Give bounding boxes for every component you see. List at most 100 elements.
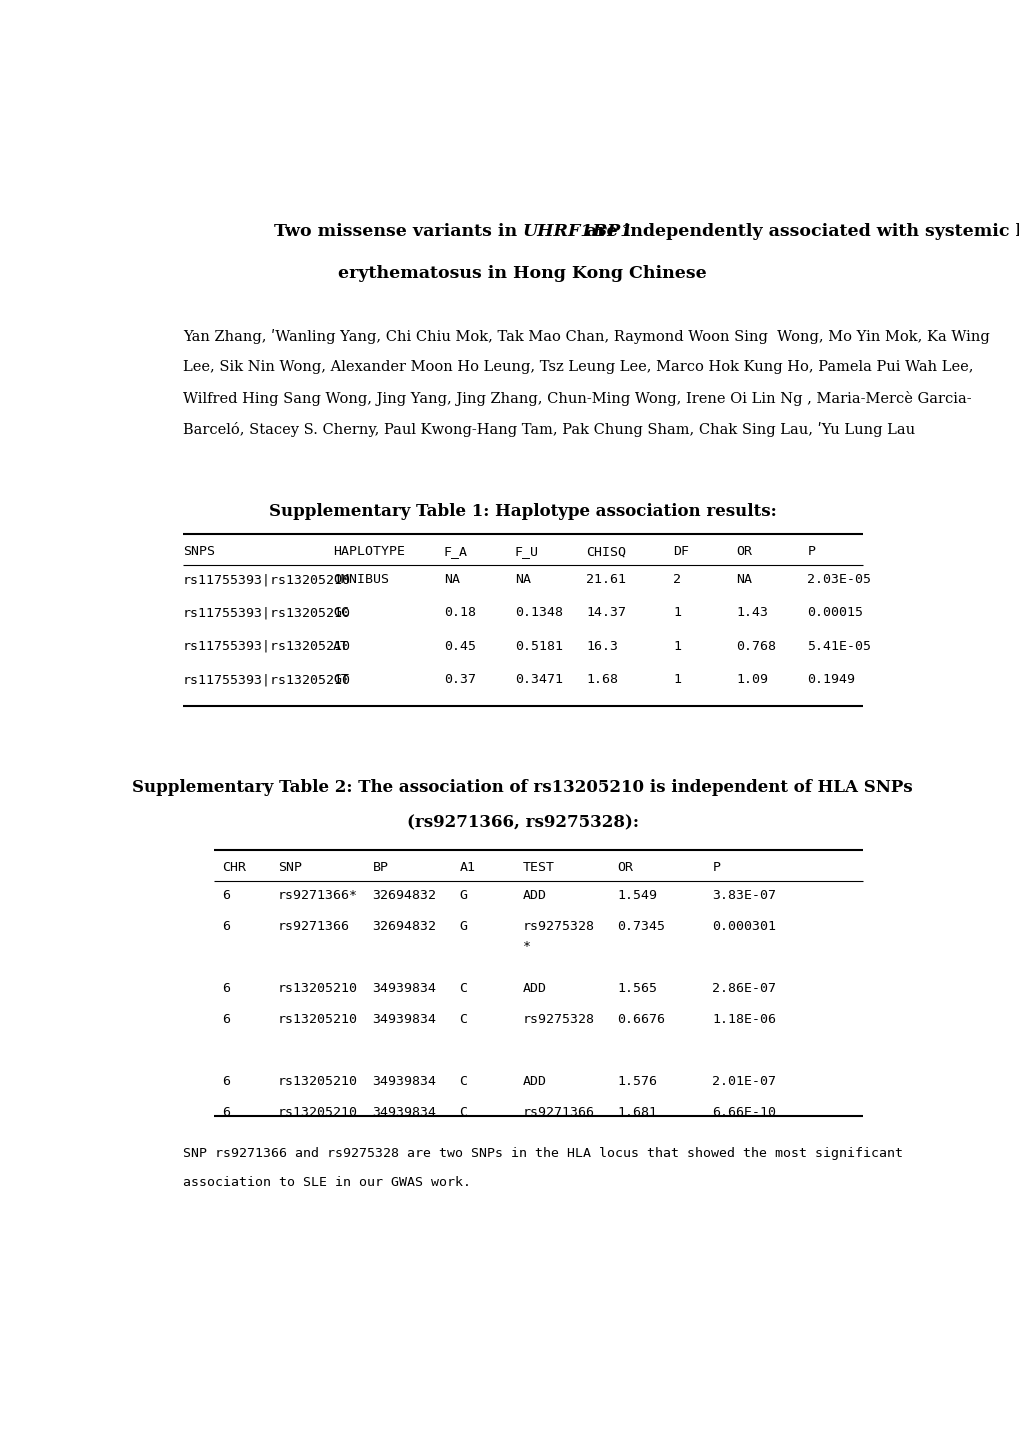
Text: Yan Zhang, ʹWanling Yang, Chi Chiu Mok, Tak Mao Chan, Raymond Woon Sing  Wong, M: Yan Zhang, ʹWanling Yang, Chi Chiu Mok, …: [182, 329, 988, 343]
Text: 2.01E-07: 2.01E-07: [711, 1075, 775, 1088]
Text: NA: NA: [515, 573, 530, 586]
Text: rs13205210: rs13205210: [277, 1013, 358, 1026]
Text: 3.83E-07: 3.83E-07: [711, 889, 775, 902]
Text: (rs9271366, rs9275328):: (rs9271366, rs9275328):: [407, 814, 638, 831]
Text: 34939834: 34939834: [372, 1013, 436, 1026]
Text: 0.00015: 0.00015: [807, 606, 862, 619]
Text: 0.45: 0.45: [443, 639, 475, 652]
Text: 1.09: 1.09: [736, 672, 767, 687]
Text: CHISQ: CHISQ: [585, 545, 626, 558]
Text: TEST: TEST: [522, 861, 554, 874]
Text: 6: 6: [222, 983, 230, 996]
Text: 34939834: 34939834: [372, 1075, 436, 1088]
Text: 1: 1: [673, 672, 681, 687]
Text: 1: 1: [673, 606, 681, 619]
Text: NA: NA: [443, 573, 460, 586]
Text: Two missense variants in                    are independently associated with sy: Two missense variants in are independent…: [100, 224, 945, 240]
Text: OR: OR: [618, 861, 633, 874]
Text: rs11755393|rs13205210: rs11755393|rs13205210: [182, 672, 351, 687]
Text: F_A: F_A: [443, 545, 468, 558]
Text: rs13205210: rs13205210: [277, 983, 358, 996]
Text: G: G: [459, 889, 467, 902]
Text: rs11755393|rs13205210: rs11755393|rs13205210: [182, 639, 351, 652]
Text: 16.3: 16.3: [585, 639, 618, 652]
Text: 1.681: 1.681: [618, 1107, 657, 1120]
Text: 1.68: 1.68: [585, 672, 618, 687]
Text: A1: A1: [459, 861, 475, 874]
Text: 6: 6: [222, 1107, 230, 1120]
Text: 32694832: 32694832: [372, 889, 436, 902]
Text: OR: OR: [736, 545, 751, 558]
Text: rs11755393|rs13205210: rs11755393|rs13205210: [182, 573, 351, 586]
Text: 34939834: 34939834: [372, 1107, 436, 1120]
Text: rs9271366: rs9271366: [522, 1107, 594, 1120]
Text: 34939834: 34939834: [372, 983, 436, 996]
Text: G: G: [459, 919, 467, 932]
Text: 1.565: 1.565: [618, 983, 657, 996]
Text: erythematosus in Hong Kong Chinese: erythematosus in Hong Kong Chinese: [338, 266, 706, 283]
Text: Two missense variants in: Two missense variants in: [273, 224, 522, 240]
Text: C: C: [459, 983, 467, 996]
Text: 0.000301: 0.000301: [711, 919, 775, 932]
Text: 0.6676: 0.6676: [618, 1013, 665, 1026]
Text: 6: 6: [222, 1013, 230, 1026]
Text: 2: 2: [673, 573, 681, 586]
Text: ADD: ADD: [522, 1075, 546, 1088]
Text: 1: 1: [673, 639, 681, 652]
Text: 0.7345: 0.7345: [618, 919, 665, 932]
Text: 2.86E-07: 2.86E-07: [711, 983, 775, 996]
Text: GT: GT: [333, 672, 348, 687]
Text: Wilfred Hing Sang Wong, Jing Yang, Jing Zhang, Chun-Ming Wong, Irene Oi Lin Ng ,: Wilfred Hing Sang Wong, Jing Yang, Jing …: [182, 391, 970, 405]
Text: CHR: CHR: [222, 861, 247, 874]
Text: 6: 6: [222, 919, 230, 932]
Text: 0.768: 0.768: [736, 639, 775, 652]
Text: UHRF1BP1: UHRF1BP1: [522, 224, 633, 240]
Text: 1.549: 1.549: [618, 889, 657, 902]
Text: SNP rs9271366 and rs9275328 are two SNPs in the HLA locus that showed the most s: SNP rs9271366 and rs9275328 are two SNPs…: [182, 1147, 902, 1160]
Text: HAPLOTYPE: HAPLOTYPE: [333, 545, 405, 558]
Text: 5.41E-05: 5.41E-05: [807, 639, 870, 652]
Text: *: *: [522, 939, 530, 952]
Text: 0.1348: 0.1348: [515, 606, 562, 619]
Text: F_U: F_U: [515, 545, 538, 558]
Text: rs9271366*: rs9271366*: [277, 889, 358, 902]
Text: GC: GC: [333, 606, 348, 619]
Text: 1.43: 1.43: [736, 606, 767, 619]
Text: 14.37: 14.37: [585, 606, 626, 619]
Text: 1.576: 1.576: [618, 1075, 657, 1088]
Text: 2.03E-05: 2.03E-05: [807, 573, 870, 586]
Text: C: C: [459, 1075, 467, 1088]
Text: 0.1949: 0.1949: [807, 672, 855, 687]
Text: 6.66E-10: 6.66E-10: [711, 1107, 775, 1120]
Text: 0.5181: 0.5181: [515, 639, 562, 652]
Text: AT: AT: [333, 639, 348, 652]
Text: association to SLE in our GWAS work.: association to SLE in our GWAS work.: [182, 1176, 471, 1189]
Text: 0.37: 0.37: [443, 672, 475, 687]
Text: 0.3471: 0.3471: [515, 672, 562, 687]
Text: C: C: [459, 1013, 467, 1026]
Text: P: P: [807, 545, 814, 558]
Text: rs13205210: rs13205210: [277, 1107, 358, 1120]
Text: are independently associated with systemic lupus: are independently associated with system…: [579, 224, 1019, 240]
Text: OMNIBUS: OMNIBUS: [333, 573, 388, 586]
Text: rs11755393|rs13205210: rs11755393|rs13205210: [182, 606, 351, 619]
Text: P: P: [711, 861, 719, 874]
Text: Barceló, Stacey S. Cherny, Paul Kwong-Hang Tam, Pak Chung Sham, Chak Sing Lau, ʹ: Barceló, Stacey S. Cherny, Paul Kwong-Ha…: [182, 421, 914, 437]
Text: DF: DF: [673, 545, 688, 558]
Text: ADD: ADD: [522, 889, 546, 902]
Text: rs13205210: rs13205210: [277, 1075, 358, 1088]
Text: rs9271366: rs9271366: [277, 919, 350, 932]
Text: Lee, Sik Nin Wong, Alexander Moon Ho Leung, Tsz Leung Lee, Marco Hok Kung Ho, Pa: Lee, Sik Nin Wong, Alexander Moon Ho Leu…: [182, 359, 972, 374]
Text: 0.18: 0.18: [443, 606, 475, 619]
Text: 6: 6: [222, 1075, 230, 1088]
Text: rs9275328: rs9275328: [522, 919, 594, 932]
Text: C: C: [459, 1107, 467, 1120]
Text: Supplementary Table 1: Haplotype association results:: Supplementary Table 1: Haplotype associa…: [269, 504, 775, 519]
Text: BP: BP: [372, 861, 388, 874]
Text: SNP: SNP: [277, 861, 302, 874]
Text: 32694832: 32694832: [372, 919, 436, 932]
Text: 6: 6: [222, 889, 230, 902]
Text: 21.61: 21.61: [585, 573, 626, 586]
Text: Supplementary Table 2: The association of rs13205210 is independent of HLA SNPs: Supplementary Table 2: The association o…: [132, 779, 912, 795]
Text: ADD: ADD: [522, 983, 546, 996]
